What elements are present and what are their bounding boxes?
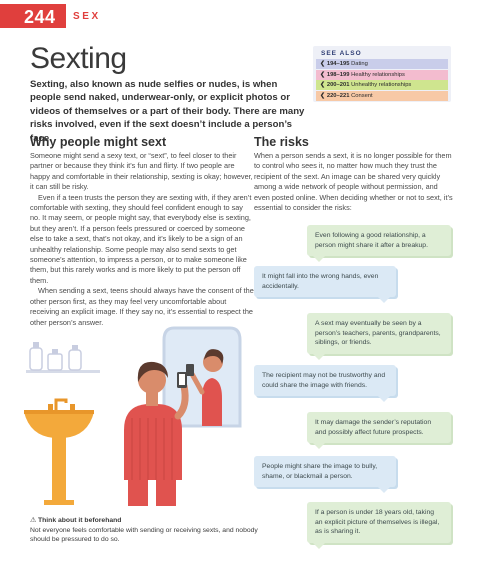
see-also-box: SEE ALSO ❮ 194–195 Dating ❮ 198–199 Health… xyxy=(313,46,451,102)
risk-bubble: It might fall into the wrong hands, even… xyxy=(254,266,396,304)
risks-intro: When a person sends a sext, it is no lon… xyxy=(254,151,453,213)
see-also-label: Consent xyxy=(351,92,373,99)
see-also-label: Unhealthy relationships xyxy=(351,82,412,88)
chevron-left-icon: ❮ xyxy=(320,61,325,67)
chevron-left-icon: ❮ xyxy=(320,82,325,88)
sink xyxy=(24,398,94,505)
see-also-title: SEE ALSO xyxy=(321,50,362,57)
page-number: 244 xyxy=(24,7,56,27)
why-heading: Why people might sext xyxy=(30,135,167,149)
risk-bubble: People might share the image to bully, s… xyxy=(254,456,396,494)
see-also-pages: 200–201 xyxy=(326,82,350,88)
intro-text: Sexting, also known as nude selfies or n… xyxy=(30,79,305,144)
see-also-item[interactable]: ❮ 194–195 Dating xyxy=(316,59,448,69)
warning-triangle-icon: ⚠ xyxy=(30,517,37,524)
why-paragraph: Even if a teen trusts the person they ar… xyxy=(30,192,252,285)
see-also-pages: 194–195 xyxy=(326,61,350,67)
risk-bubble: The recipient may not be trustworthy and… xyxy=(254,365,396,403)
see-also-item[interactable]: ❮ 200–201 Unhealthy relationships xyxy=(316,80,448,90)
chevron-left-icon: ❮ xyxy=(320,92,325,99)
note-box: ⚠ Think about it beforehand Not everyone… xyxy=(30,516,260,545)
risk-bubble: It may damage the sender’s reputation an… xyxy=(307,412,451,450)
section-label: SEX xyxy=(73,11,101,22)
note-text: Not everyone feels comfortable with send… xyxy=(30,526,258,544)
see-also-label: Dating xyxy=(351,61,368,67)
person-mirror-selfie-illustration xyxy=(24,326,242,506)
see-also-pages: 220–221 xyxy=(326,92,350,99)
page-number-band xyxy=(0,4,66,28)
shelf-bottles xyxy=(26,342,100,373)
mirror xyxy=(162,326,242,428)
see-also-label: Healthy relationships xyxy=(351,71,405,78)
person xyxy=(124,361,189,506)
risks-heading: The risks xyxy=(254,135,309,149)
why-paragraph: Someone might send a sexy text, or “sext… xyxy=(30,151,253,192)
risk-bubble: A sext may eventually be seen by a perso… xyxy=(307,313,451,360)
page-title: Sexting xyxy=(30,42,127,75)
page-header: 244 SEX xyxy=(0,0,480,36)
why-paragraph: When sending a sext, teens should always… xyxy=(30,286,254,327)
see-also-item[interactable]: ❮ 220–221 Consent xyxy=(316,90,448,101)
chevron-left-icon: ❮ xyxy=(320,71,325,78)
why-body: Someone might send a sexy text, or “sext… xyxy=(30,151,254,328)
see-also-pages: 198–199 xyxy=(326,71,350,78)
risk-bubble: If a person is under 18 years old, takin… xyxy=(307,502,451,549)
risk-bubble: Even following a good relationship, a pe… xyxy=(307,225,451,263)
see-also-item[interactable]: ❮ 198–199 Healthy relationships xyxy=(316,69,448,80)
note-heading: Think about it beforehand xyxy=(37,517,122,524)
